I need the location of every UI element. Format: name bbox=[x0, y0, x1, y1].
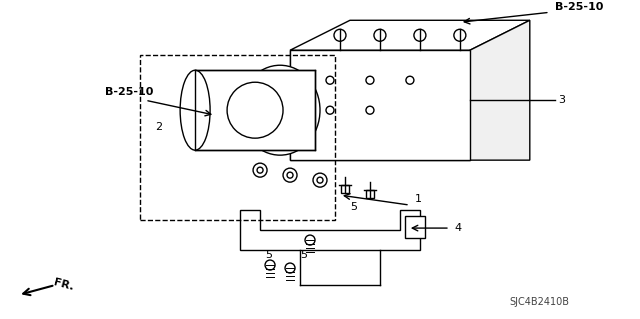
Text: 4: 4 bbox=[455, 223, 462, 233]
Ellipse shape bbox=[180, 70, 210, 150]
Circle shape bbox=[334, 29, 346, 41]
Circle shape bbox=[287, 172, 293, 178]
Polygon shape bbox=[240, 210, 420, 250]
Polygon shape bbox=[290, 20, 530, 50]
Text: B-25-10: B-25-10 bbox=[105, 87, 154, 97]
Circle shape bbox=[366, 106, 374, 114]
Circle shape bbox=[374, 29, 386, 41]
FancyBboxPatch shape bbox=[290, 50, 470, 160]
Circle shape bbox=[227, 82, 283, 138]
Text: 2: 2 bbox=[155, 122, 163, 132]
Bar bbox=[140, 55, 335, 220]
Circle shape bbox=[317, 177, 323, 183]
Bar bbox=[366, 190, 374, 198]
Circle shape bbox=[305, 235, 315, 245]
Bar bbox=[195, 70, 315, 150]
Circle shape bbox=[326, 106, 334, 114]
Text: SJC4B2410B: SJC4B2410B bbox=[510, 297, 570, 307]
Circle shape bbox=[285, 263, 295, 273]
Circle shape bbox=[283, 168, 297, 182]
Circle shape bbox=[247, 84, 303, 140]
Polygon shape bbox=[470, 20, 530, 160]
Bar bbox=[341, 185, 349, 193]
Text: FR.: FR. bbox=[52, 277, 75, 292]
Circle shape bbox=[265, 260, 275, 270]
Circle shape bbox=[414, 29, 426, 41]
Circle shape bbox=[366, 76, 374, 84]
Text: 5: 5 bbox=[265, 250, 272, 260]
Text: B-25-10: B-25-10 bbox=[555, 2, 603, 12]
Circle shape bbox=[313, 173, 327, 187]
Circle shape bbox=[253, 163, 267, 177]
Text: 3: 3 bbox=[558, 95, 564, 105]
Circle shape bbox=[257, 167, 263, 173]
Text: 5: 5 bbox=[350, 202, 357, 212]
Ellipse shape bbox=[240, 65, 320, 155]
Circle shape bbox=[326, 76, 334, 84]
Circle shape bbox=[406, 76, 414, 84]
Text: 1: 1 bbox=[415, 194, 422, 204]
Circle shape bbox=[454, 29, 466, 41]
Bar bbox=[405, 216, 425, 238]
Text: 5: 5 bbox=[300, 250, 307, 260]
Polygon shape bbox=[290, 50, 470, 160]
